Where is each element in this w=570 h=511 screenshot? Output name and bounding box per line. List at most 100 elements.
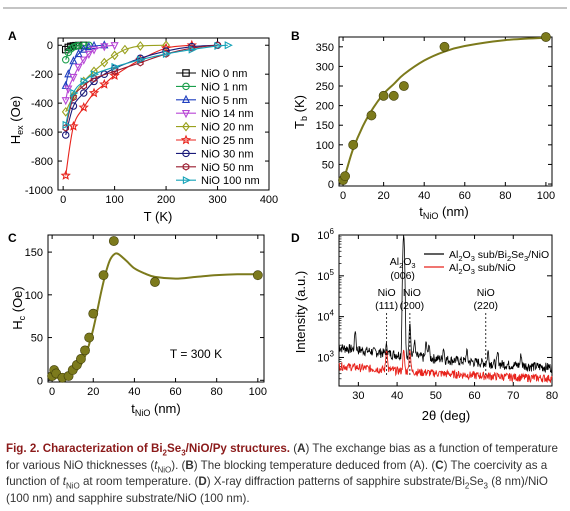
legend-part: 3 [471, 267, 475, 276]
panel-a-data-point [78, 102, 89, 112]
panel-a-data-point [88, 87, 100, 98]
panel-d-axes-frame [338, 234, 553, 387]
panel-d-series-red [338, 349, 553, 384]
y-tick-label: 103 [317, 349, 334, 364]
y-tick-exponent: 5 [330, 268, 335, 277]
panel-a-legend-label: NiO 100 nm [201, 175, 260, 187]
panel-a-legend-label: NiO 0 nm [201, 68, 247, 80]
panel-a-data-point [109, 70, 120, 81]
x-tick-label: 40 [128, 386, 140, 398]
panel-c-y-axis-label: Hc (Oe) [10, 286, 27, 330]
y-tick-label: 350 [316, 42, 334, 54]
panel-a-data-point [64, 69, 73, 78]
panel-d-y-axis-label: Intensity (a.u.) [293, 271, 308, 353]
x-tick-label: 100 [249, 386, 267, 398]
panel-a-data-point [162, 49, 172, 59]
panel-a-legend-label: NiO 1 nm [201, 81, 247, 93]
panel-a-data-point [69, 56, 78, 65]
y-tick-label: 200 [316, 101, 334, 113]
panel-d-legend-label: Al2O3 sub/NiO [449, 262, 516, 276]
panel-a-data-point [100, 57, 109, 68]
legend-part: Al [449, 262, 458, 274]
legend-part: 3 [471, 254, 475, 263]
panel-a-data-point [110, 42, 119, 51]
panel-d-annotation-nio: NiO [378, 287, 396, 299]
panel-d-annotation-al2o3: Al2O3 [390, 256, 416, 270]
x-tick-label: 20 [87, 386, 99, 398]
panel-a-data-point [120, 44, 129, 55]
panel-a-legend-label: NiO 50 nm [201, 162, 254, 174]
panel-a-data-point [79, 44, 88, 53]
caption-title: Characterization of Bi2Se3/NiO/Py struct… [42, 442, 291, 458]
panel-b-data-point [388, 90, 399, 101]
legend-part: 2 [458, 267, 462, 276]
y-tick-label: 150 [25, 247, 43, 259]
panel-a-data-point [74, 63, 83, 72]
panel-a-data-point [70, 88, 79, 98]
y-tick-label: -600 [31, 127, 53, 139]
annotation-part: 3 [411, 261, 415, 270]
y-tick-base: 10 [317, 230, 329, 242]
x-tick-label: 40 [391, 390, 403, 402]
panel-c-data-point [252, 270, 263, 281]
panel-a-data-point [74, 48, 83, 58]
x-tick-label: 20 [378, 190, 390, 202]
panel-a-data-point [99, 78, 110, 89]
panel-d-x-axis-label: 2θ (deg) [422, 408, 470, 423]
caption-c-label: C [435, 458, 444, 472]
y-tick-label: 0 [47, 40, 53, 52]
panel-b-letter: B [291, 29, 300, 43]
panel-d-annotation-nio-index: (111) [375, 300, 398, 312]
y-tick-label: 106 [317, 227, 334, 242]
panel-a-series-line [65, 44, 167, 113]
legend-part: sub/Bi [475, 249, 507, 261]
panel-a-legend-label: NiO 25 nm [201, 135, 254, 147]
panel-c: C 0 20 40 60 80 100 0 50 100 150 T = 300 K tNiO (… [8, 231, 267, 418]
figure-caption: Fig. 2. Characterization of Bi2Se3/NiO/P… [6, 442, 558, 505]
y-tick-exponent: 6 [330, 227, 335, 236]
y-tick-label: 0 [328, 179, 334, 191]
panel-a-legend-label: NiO 20 nm [201, 122, 254, 134]
panel-a-series-line [65, 44, 115, 101]
x-tick-label: 0 [340, 190, 346, 202]
y-tick-label: 300 [316, 61, 334, 73]
panel-a-legend-marker [182, 82, 190, 91]
panel-a-data-point [89, 46, 99, 55]
y-tick-label: -200 [31, 69, 53, 81]
legend-part: Se [511, 249, 524, 261]
x-tick-label: 300 [208, 194, 226, 206]
panel-a-y-axis-label: Hex (Oe) [8, 96, 25, 145]
y-tick-label: -1000 [25, 185, 53, 197]
legend-part: 2 [458, 254, 462, 263]
panel-a-data-point [79, 56, 88, 65]
y-tick-label: 104 [317, 309, 334, 324]
panel-a-series-line [65, 44, 218, 136]
annotation-part: 2 [399, 261, 403, 270]
panel-a-data-point [136, 41, 145, 51]
panel-c-data-point [108, 236, 119, 246]
panel-a-legend-marker [180, 134, 192, 145]
panel-a-legend-label: NiO 14 nm [201, 108, 254, 120]
panel-a-data-point [72, 42, 80, 50]
y-tick-base: 10 [317, 312, 329, 324]
y-tick-label: 50 [31, 333, 43, 345]
x-tick-label: 70 [507, 390, 519, 402]
panel-d-legend-label: Al2O3 sub/Bi2Se3/NiO [449, 249, 549, 263]
legend-part: O [463, 262, 471, 274]
panel-a-data-point [68, 120, 79, 131]
y-tick-label: 150 [316, 120, 334, 132]
panel-a-legend-marker [182, 176, 192, 185]
panel-a-data-point [160, 42, 172, 53]
panel-a-data-point [69, 73, 78, 83]
panel-a-series-line [65, 44, 228, 125]
y-tick-exponent: 3 [330, 349, 335, 358]
panel-d-annotation-nio-index: (220) [474, 300, 499, 312]
panel-a-legend-marker [182, 121, 190, 132]
panel-a-data-point [84, 50, 93, 59]
panel-b-data-point [541, 32, 551, 42]
y-tick-label: -400 [31, 98, 53, 110]
x-tick-label: 40 [418, 190, 430, 202]
y-tick-label: 100 [316, 140, 334, 152]
panel-a-data-point [89, 40, 99, 50]
